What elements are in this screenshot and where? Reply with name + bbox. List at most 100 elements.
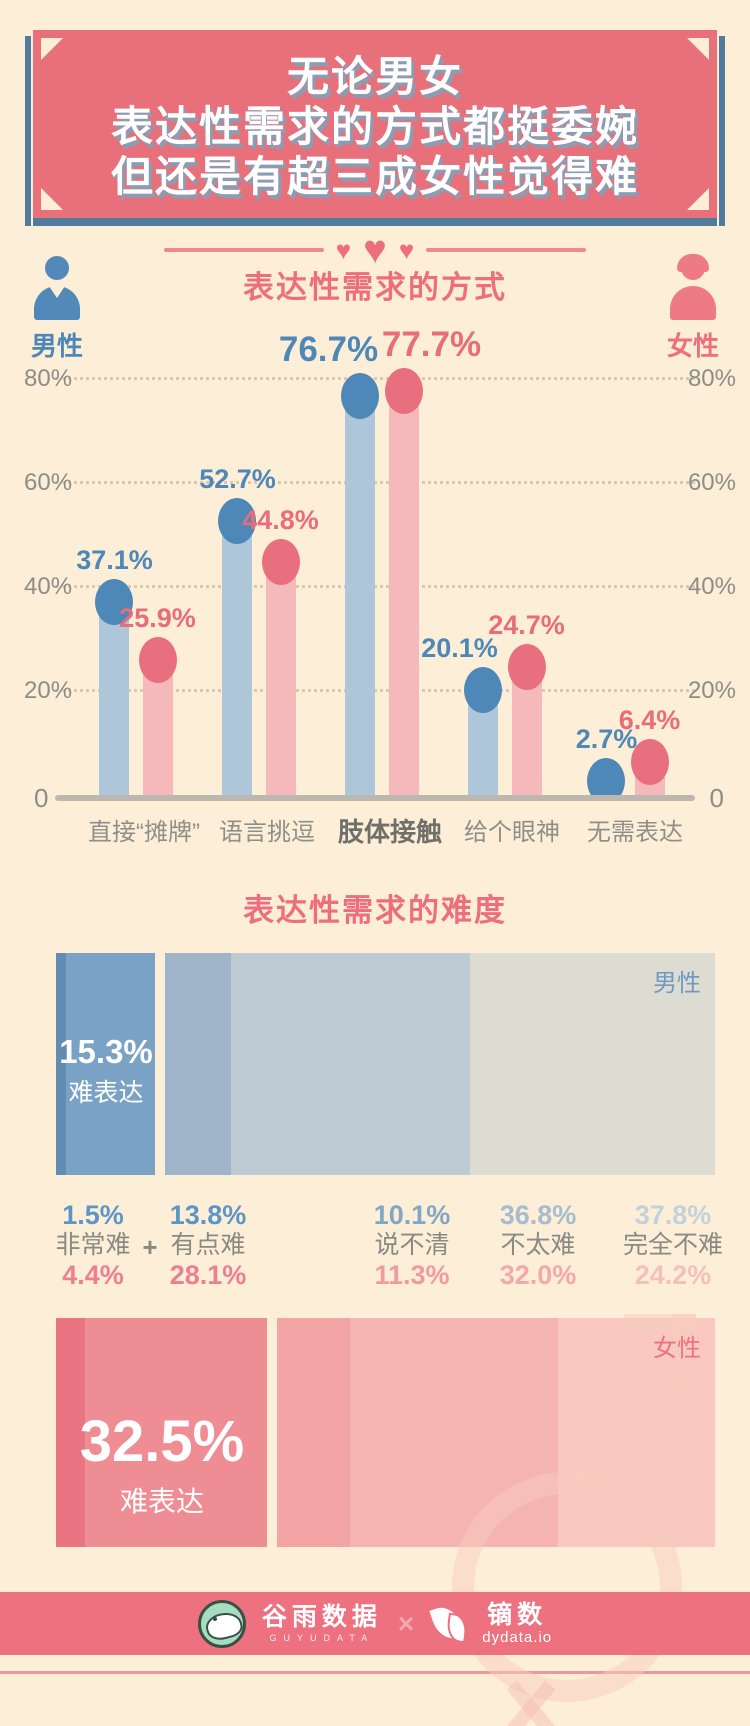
footer-bar: 谷雨数据 GUYUDATA × 镝数 dydata.io xyxy=(0,1592,750,1655)
dot-女性-0 xyxy=(139,637,177,684)
ytick-right: 60% xyxy=(687,469,736,496)
male-person-icon xyxy=(33,256,81,320)
segment-男性-不太难 xyxy=(230,953,470,1175)
segment-男性-说不清 xyxy=(165,953,231,1175)
collab-x-icon: × xyxy=(397,1607,415,1639)
difficulty-name: 不太难 xyxy=(500,1231,576,1259)
legend-female: 女性 xyxy=(658,254,728,363)
axis-zero-label: 0 xyxy=(34,783,49,813)
corner-decoration-icon xyxy=(687,188,709,210)
female-callout-pct: 32.5% xyxy=(79,1409,245,1474)
male-value: 13.8% xyxy=(169,1200,247,1230)
chart2-title: 表达性需求的难度 xyxy=(243,893,507,928)
value-label-男性-1: 52.7% xyxy=(199,463,276,494)
category-label-3: 给个眼神 xyxy=(464,819,560,846)
category-label-1: 语言挑逗 xyxy=(219,819,315,846)
divider-line xyxy=(426,248,587,252)
gridline-20% xyxy=(55,689,695,692)
difficulty-name: 有点难 xyxy=(170,1231,246,1259)
bar-男性-1 xyxy=(222,520,252,795)
female-value: 24.2% xyxy=(634,1260,712,1290)
female-person-icon xyxy=(669,254,717,320)
dot-女性-3 xyxy=(508,643,546,690)
bar-女性-2 xyxy=(389,390,419,795)
heart-icon: ♥ xyxy=(398,235,415,265)
female-value: 28.1% xyxy=(169,1260,247,1290)
heart-icon: ♥ xyxy=(335,235,352,265)
stacked-bar-male: 15.3% 难表达 男性 xyxy=(56,953,715,1175)
difficulty-column-有点难: 13.8% 有点难 28.1% xyxy=(170,1200,247,1291)
legend-male: 男性 xyxy=(22,256,92,363)
segment-gap xyxy=(155,953,165,1175)
title-line-2: 表达性需求的方式都挺委婉 xyxy=(110,103,639,150)
x-axis-line xyxy=(55,795,695,801)
gender-symbol-watermark-icon xyxy=(672,1314,696,1386)
ytick-right: 80% xyxy=(687,365,736,392)
female-value: 32.0% xyxy=(499,1260,577,1290)
ytick-left: 80% xyxy=(24,365,73,392)
category-label-0: 直接“摊牌” xyxy=(88,819,200,846)
dydata-logo-icon xyxy=(429,1602,470,1644)
value-label-男性-0: 37.1% xyxy=(76,545,153,576)
difficulty-column-完全不难: 37.8% 完全不难 24.2% xyxy=(623,1200,723,1291)
title-line-3: 但还是有超三成女性觉得难 xyxy=(110,153,639,200)
legend-female-label: 女性 xyxy=(666,331,719,361)
segment-stripe-女性 xyxy=(56,1318,85,1547)
female-bar-label: 女性 xyxy=(653,1335,701,1362)
title-line-1: 无论男女 xyxy=(286,53,463,100)
footer-divider-line xyxy=(0,1671,750,1674)
male-value: 36.8% xyxy=(499,1200,577,1230)
difficulty-column-不太难: 36.8% 不太难 32.0% xyxy=(500,1200,577,1291)
corner-decoration-icon xyxy=(41,38,63,60)
brand1-subtitle: GUYUDATA xyxy=(269,1632,375,1643)
bar-女性-1 xyxy=(266,562,296,795)
divider-line xyxy=(163,248,324,252)
brand-guyudata: 谷雨数据 GUYUDATA xyxy=(262,1603,382,1644)
dot-男性-1 xyxy=(218,497,256,544)
difficulty-name: 说不清 xyxy=(374,1231,450,1259)
brand2-subtitle: dydata.io xyxy=(482,1628,553,1646)
value-label-女性-2: 77.7% xyxy=(381,330,482,364)
ytick-left: 40% xyxy=(24,573,73,600)
value-label-女性-4: 6.4% xyxy=(618,704,681,735)
difficulty-name: 完全不难 xyxy=(622,1231,724,1259)
bar-男性-2 xyxy=(345,396,375,795)
ytick-right: 20% xyxy=(687,677,736,704)
dot-女性-2 xyxy=(385,367,423,414)
gridline-60% xyxy=(55,481,695,484)
value-label-男性-4: 2.7% xyxy=(575,723,638,754)
dot-女性-4 xyxy=(631,738,669,785)
value-label-女性-0: 25.9% xyxy=(119,603,196,634)
poster-title: 无论男女 表达性需求的方式都挺委婉 但还是有超三成女性觉得难 xyxy=(33,52,717,202)
corner-decoration-icon xyxy=(687,38,709,60)
ytick-right: 40% xyxy=(687,573,736,600)
chart1-title: 表达性需求的方式 xyxy=(243,270,507,305)
lollipop-chart: 80% 80% 60% 60% 40% 40% 20% 20% 37.1% 25.9% 52.7% 4… xyxy=(0,330,750,795)
corner-decoration-icon xyxy=(41,188,63,210)
bar-男性-0 xyxy=(99,602,129,795)
cross-watermark-icon xyxy=(502,1682,554,1726)
dot-男性-0 xyxy=(95,579,133,626)
female-value: 4.4% xyxy=(62,1260,124,1290)
male-value: 37.8% xyxy=(634,1200,712,1230)
male-callout-pct: 15.3% xyxy=(59,1033,153,1070)
difficulty-column-说不清: 10.1% 说不清 11.3% xyxy=(374,1200,451,1291)
ytick-left: 20% xyxy=(24,677,73,704)
guyu-data-logo-icon xyxy=(197,1599,246,1648)
gridline-40% xyxy=(55,585,695,588)
male-bar-label: 男性 xyxy=(653,970,701,997)
segment-女性-难表达 xyxy=(56,1318,267,1547)
brand2-name: 镝数 xyxy=(487,1600,548,1629)
difficulty-name: 非常难 xyxy=(55,1231,131,1259)
heart-divider: ♥ ♥ ♥ xyxy=(0,230,750,270)
female-callout-label: 难表达 xyxy=(119,1486,204,1517)
female-value: 11.3% xyxy=(374,1260,450,1290)
category-label-2: 肢体接触 xyxy=(337,817,443,847)
banner-bottom-accent xyxy=(33,218,717,226)
segment-gap xyxy=(267,1318,277,1547)
title-banner: 无论男女 表达性需求的方式都挺委婉 但还是有超三成女性觉得难 xyxy=(33,30,717,218)
dot-男性-4 xyxy=(587,757,625,795)
value-label-男性-3: 20.1% xyxy=(421,633,498,664)
banner-left-accent xyxy=(25,36,31,226)
legend-male-label: 男性 xyxy=(30,331,83,361)
